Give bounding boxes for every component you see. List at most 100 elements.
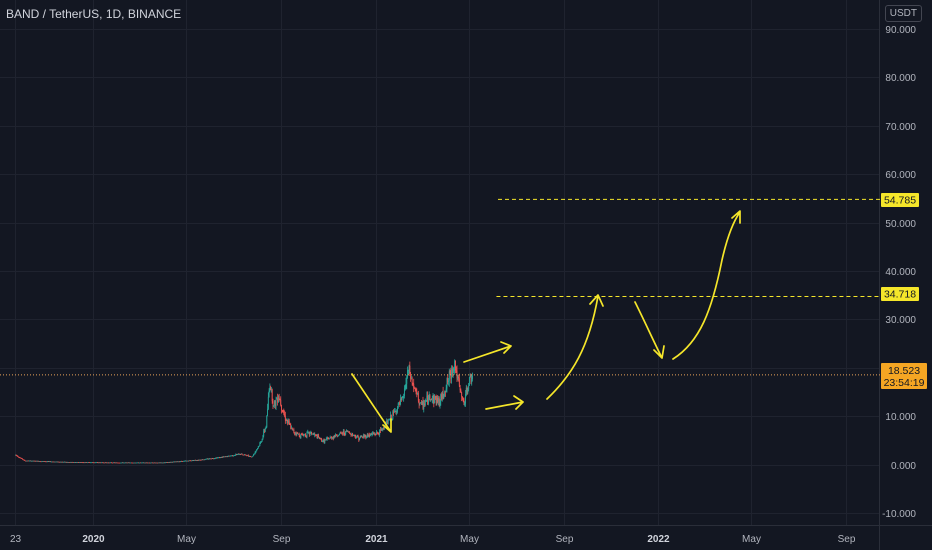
- price-tick-label: 60.000: [885, 170, 916, 181]
- candle-body: [406, 377, 408, 384]
- candle-body: [115, 462, 117, 464]
- candle-body: [250, 456, 251, 457]
- candle-body: [129, 462, 131, 464]
- candle-body: [451, 368, 453, 374]
- candle-body: [449, 371, 451, 373]
- candle-body: [99, 462, 101, 464]
- candle-body: [124, 462, 125, 464]
- candle-body: [39, 461, 41, 462]
- candle-body: [264, 430, 265, 432]
- candle-body: [387, 420, 389, 424]
- candle-body: [300, 434, 302, 438]
- last-price-label: 18.523: [888, 365, 920, 377]
- candle-body: [249, 456, 251, 457]
- candle-body: [82, 462, 84, 464]
- candle-body: [411, 378, 413, 384]
- candle-body: [297, 432, 299, 434]
- candle-body: [258, 445, 260, 447]
- chart-title: BAND / TetherUS, 1D, BINANCE: [6, 7, 182, 21]
- candle-body: [158, 462, 160, 464]
- candle-body: [231, 455, 233, 457]
- candle-body: [22, 459, 24, 461]
- candle-body: [256, 449, 258, 451]
- candle-body: [398, 402, 400, 404]
- candle-body: [200, 459, 202, 461]
- candle-body: [388, 419, 390, 421]
- candle-body: [320, 437, 322, 439]
- candle-body: [257, 448, 258, 450]
- candle-body: [253, 454, 255, 456]
- candle-body: [180, 461, 182, 462]
- trend-annotations: [351, 210, 741, 433]
- candle-body: [184, 460, 186, 462]
- candle-body: [187, 460, 189, 462]
- candle-body: [34, 460, 36, 462]
- candle-body: [118, 462, 120, 464]
- candle-body: [186, 460, 188, 462]
- candle-body: [343, 431, 345, 434]
- candle-body: [214, 458, 216, 460]
- candle-body: [122, 462, 124, 464]
- candle-body: [183, 460, 185, 462]
- candle-body: [351, 433, 353, 436]
- candle-body: [160, 462, 162, 464]
- last-price-badge: 18.523 23:54:19: [881, 363, 927, 389]
- candle-body: [15, 454, 17, 456]
- candle-body: [291, 427, 292, 429]
- candle-body: [368, 434, 370, 437]
- currency-badge[interactable]: USDT: [884, 5, 922, 22]
- candle-body: [383, 427, 385, 429]
- candle-body: [236, 454, 238, 456]
- candle-body: [465, 393, 466, 404]
- time-tick-label: 2021: [365, 534, 388, 545]
- candle-body: [219, 457, 221, 458]
- candle-body: [175, 461, 176, 463]
- price-tick-label: 50.000: [885, 219, 916, 230]
- candle-body: [440, 394, 442, 402]
- candle-body: [362, 436, 364, 438]
- candle-body: [377, 433, 379, 434]
- candle-body: [97, 462, 99, 464]
- candle-body: [427, 396, 429, 404]
- candle-body: [359, 438, 361, 441]
- candle-body: [206, 458, 207, 460]
- up-arrow-2021-top: [463, 341, 512, 363]
- candle-body: [360, 436, 362, 438]
- candle-body: [420, 402, 422, 404]
- candle-body: [373, 433, 374, 435]
- candle-body: [424, 401, 426, 405]
- candle-body: [341, 432, 343, 434]
- candle-body: [240, 453, 242, 455]
- candle-body: [287, 420, 289, 423]
- candle-body: [306, 431, 308, 437]
- candle-body: [110, 462, 112, 464]
- candle-body: [265, 427, 267, 429]
- candle-body: [124, 462, 126, 464]
- candle-body: [274, 400, 276, 407]
- candle-body: [410, 378, 412, 380]
- candle-body: [43, 461, 45, 462]
- candle-body: [235, 454, 237, 456]
- candle-body: [37, 460, 39, 462]
- candle-body: [346, 430, 348, 432]
- candle-body: [178, 461, 180, 463]
- candle-body: [407, 370, 408, 378]
- candle-body: [409, 365, 411, 376]
- candle-body: [137, 462, 139, 464]
- candle-body: [348, 431, 350, 433]
- candle-body: [49, 461, 50, 463]
- candle-body: [382, 428, 384, 431]
- candle-body: [127, 462, 129, 464]
- candle-body: [371, 434, 373, 435]
- candle-body: [340, 432, 342, 433]
- candle-body: [273, 405, 275, 407]
- candle-body: [148, 462, 149, 464]
- candle-body: [121, 462, 123, 464]
- candle-body: [143, 462, 145, 464]
- candle-body: [355, 436, 357, 439]
- candle-body: [100, 462, 102, 464]
- candle-body: [402, 397, 404, 399]
- candle-body: [311, 432, 313, 435]
- candle-body: [303, 434, 305, 436]
